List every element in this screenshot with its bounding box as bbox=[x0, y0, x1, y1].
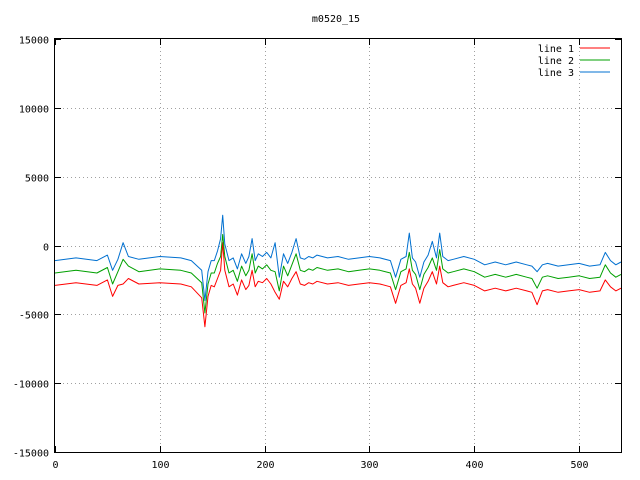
legend-label: line 1 bbox=[538, 44, 574, 55]
x-tick-label: 100 bbox=[151, 460, 169, 471]
series-lines bbox=[54, 214, 622, 328]
plot-frame bbox=[54, 38, 622, 453]
legend-label: line 3 bbox=[538, 68, 574, 79]
y-tick-label: -10000 bbox=[13, 380, 49, 391]
x-tick-label: 200 bbox=[256, 460, 274, 471]
x-tick-label: 0 bbox=[52, 460, 58, 471]
y-tick-label: -5000 bbox=[19, 311, 49, 322]
y-tick-label: 5000 bbox=[25, 174, 49, 185]
y-tick-label: 10000 bbox=[19, 105, 49, 116]
series-line-2 bbox=[54, 234, 622, 314]
legend-label: line 2 bbox=[538, 56, 574, 67]
series-line-1 bbox=[54, 242, 622, 328]
axis-ticks: -15000 -10000 -5000 0 5000 10000 15000 0 100 200 3… bbox=[13, 36, 621, 471]
x-tick-label: 400 bbox=[465, 460, 483, 471]
x-tick-label: 500 bbox=[570, 460, 588, 471]
y-tick-label: 0 bbox=[43, 243, 49, 254]
series-line-3 bbox=[54, 214, 622, 302]
x-tick-label: 300 bbox=[360, 460, 378, 471]
chart-title: m0520_15 bbox=[312, 14, 360, 25]
y-tick-label: -15000 bbox=[13, 449, 49, 460]
y-tick-label: 15000 bbox=[19, 36, 49, 47]
grid bbox=[55, 39, 621, 452]
